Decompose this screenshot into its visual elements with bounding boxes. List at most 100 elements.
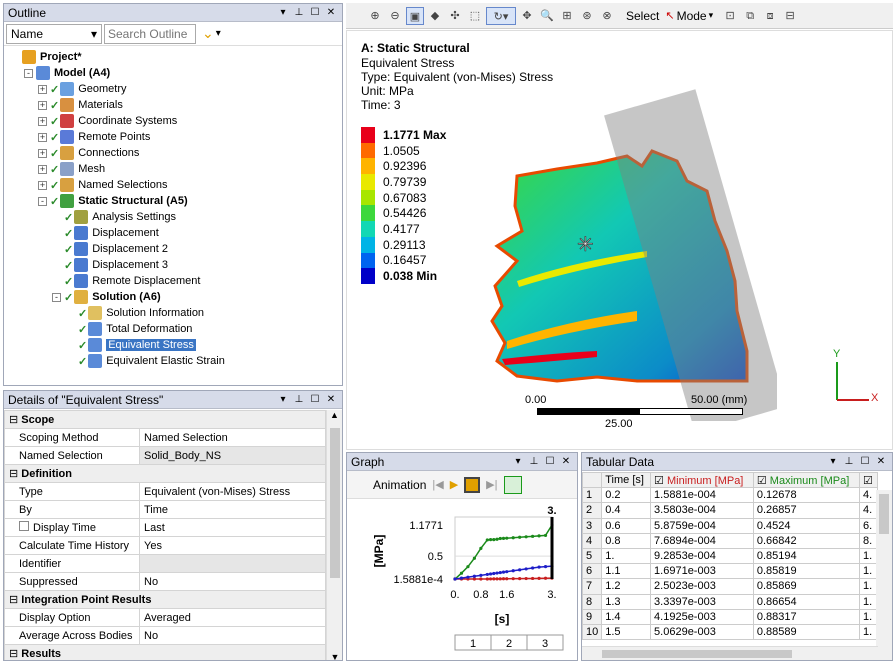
tree-node[interactable]: ✓ Remote Displacement	[52, 273, 200, 289]
details-row[interactable]: Calculate Time History Yes	[4, 536, 326, 555]
column-header[interactable]: ☑ Maximum [MPa]	[752, 471, 860, 489]
column-header[interactable]: ☑ Minimum [MPa]	[650, 471, 754, 489]
details-row[interactable]: By Time	[4, 500, 326, 519]
details-row[interactable]: Type Equivalent (von-Mises) Stress	[4, 482, 326, 501]
details-row[interactable]: Average Across Bodies No	[4, 626, 326, 645]
section-header[interactable]: ⊟ Scope	[4, 410, 326, 429]
details-row[interactable]: Scoping Method Named Selection	[4, 428, 326, 447]
box-select-icon[interactable]: ⬚	[469, 9, 481, 22]
clear-icon[interactable]: ⊟	[785, 9, 795, 22]
tree-node[interactable]: ✓ Analysis Settings	[52, 209, 176, 225]
table-row[interactable]: 4 0.8 7.6894e-004 0.66842 8.	[582, 532, 879, 549]
collapse-icon[interactable]: -	[24, 68, 33, 78]
collapse-icon[interactable]: -	[52, 292, 61, 302]
tree-node[interactable]: + ✓ Connections	[38, 145, 139, 161]
property-value[interactable]: Time	[139, 500, 326, 519]
maximize-icon[interactable]: ☐	[545, 455, 555, 467]
table-row[interactable]: 5 1. 9.2853e-004 0.85194 1.	[582, 547, 879, 565]
body-select-icon[interactable]: ▣	[406, 6, 424, 25]
details-row[interactable]: Display Time Last	[4, 518, 326, 537]
filter-type-select[interactable]: Name ▾	[6, 23, 102, 44]
model-geometry[interactable]: ✳	[477, 81, 777, 421]
zoom-in-icon[interactable]: ⊕	[370, 9, 380, 22]
tree-node[interactable]: ✓ Displacement 2	[52, 241, 168, 257]
column-checkbox[interactable]: ☑	[756, 474, 770, 487]
expand-icon[interactable]: +	[38, 83, 47, 94]
expand-icon[interactable]: +	[38, 99, 47, 110]
zoom-fit-icon[interactable]: ⊛	[582, 9, 592, 22]
tree-node[interactable]: ✓ Displacement 3	[52, 257, 168, 273]
next-frame-icon[interactable]: ▶|	[486, 479, 498, 491]
tree-node[interactable]: ✓ Total Deformation	[66, 321, 192, 337]
zoom-box-icon[interactable]: ⊞	[562, 9, 572, 22]
details-row[interactable]: Identifier	[4, 554, 326, 573]
frame-label[interactable]: 1	[470, 638, 476, 650]
dropdown-icon[interactable]: ▾	[280, 6, 286, 18]
close-icon[interactable]: ✕	[561, 455, 571, 467]
property-value[interactable]	[139, 554, 326, 573]
frame-cell[interactable]	[526, 634, 564, 651]
stop-icon[interactable]	[464, 476, 481, 493]
expand-icon[interactable]: +	[38, 115, 47, 126]
table-row[interactable]: 9 1.4 4.1925e-003 0.88317 1.	[582, 608, 879, 625]
column-header[interactable]: ☑	[858, 471, 879, 489]
tree-node[interactable]: + ✓ Remote Points	[38, 129, 150, 145]
tabular-hscroll[interactable]	[582, 646, 878, 660]
collapse-icon[interactable]: ⊟	[9, 468, 22, 480]
collapse-icon[interactable]: ⊟	[9, 594, 22, 606]
column-header[interactable]: Time [s]	[601, 471, 652, 489]
zoom-out-icon[interactable]: ⊖	[390, 9, 400, 22]
table-row[interactable]: 1 0.2 1.5881e-004 0.12678 4.	[582, 487, 879, 504]
property-value[interactable]: Averaged	[139, 608, 326, 627]
column-checkbox[interactable]: ☑	[654, 474, 667, 487]
tree-node[interactable]: - ✓ Static Structural (A5)	[38, 193, 188, 209]
dropdown-icon[interactable]: ▾	[830, 455, 836, 467]
pin-icon[interactable]: ⊥	[294, 393, 304, 405]
mode-dropdown-icon[interactable]: ▾	[708, 10, 714, 20]
collapse-icon[interactable]: ⊟	[9, 648, 22, 660]
maximize-icon[interactable]: ☐	[860, 455, 870, 467]
zoom-icon[interactable]: 🔍	[540, 9, 554, 22]
details-row[interactable]: Named Selection Solid_Body_NS	[4, 446, 326, 465]
close-icon[interactable]: ✕	[326, 6, 336, 18]
mode-button[interactable]: Mode	[676, 8, 707, 23]
details-row[interactable]: ⊟ Definition	[4, 464, 326, 483]
collapse-icon[interactable]: ⊟	[9, 414, 22, 426]
face-select-icon[interactable]: ◆	[430, 9, 440, 22]
property-value[interactable]: Named Selection	[139, 428, 326, 447]
distributed-icon[interactable]	[503, 475, 522, 494]
pin-icon[interactable]: ⊥	[844, 455, 854, 467]
filter-dropdown-icon[interactable]: ▾	[215, 28, 221, 39]
checkbox[interactable]	[19, 521, 29, 531]
details-scrollbar[interactable]: ▲ ▼	[326, 410, 342, 660]
table-row[interactable]: 8 1.3 3.3397e-003 0.86654 1.	[582, 593, 879, 610]
scroll-up-icon[interactable]: ▲	[330, 410, 339, 420]
property-value[interactable]: No	[139, 572, 326, 591]
tree-node[interactable]: - Model (A4)	[24, 65, 110, 81]
search-outline-input[interactable]	[104, 23, 196, 44]
copy-icon[interactable]: ⧉	[746, 9, 755, 22]
details-row[interactable]: ⊟ Results	[4, 644, 326, 660]
mode-button-icon[interactable]: ↖	[665, 10, 675, 22]
paste-icon[interactable]: ⧈	[766, 9, 774, 22]
tree-node[interactable]: ✓ Equivalent Elastic Strain	[66, 353, 225, 369]
details-row[interactable]: ⊟ Integration Point Results	[4, 590, 326, 609]
expand-icon[interactable]: +	[38, 179, 47, 190]
scroll-thumb[interactable]	[602, 650, 792, 658]
graphics-viewport[interactable]: A: Static Structural Equivalent Stress Ty…	[346, 30, 893, 450]
expand-icon[interactable]: +	[38, 131, 47, 142]
frame-label[interactable]: 2	[506, 638, 512, 650]
maximize-icon[interactable]: ☐	[310, 393, 320, 405]
edge-select-icon[interactable]: ✣	[450, 9, 460, 22]
pan-icon[interactable]: ✥	[522, 9, 532, 22]
table-row[interactable]: 3 0.6 5.8759e-004 0.4524 6.	[582, 517, 879, 534]
tree-node[interactable]: - ✓ Solution (A6)	[52, 289, 161, 305]
tree-node[interactable]: + ✓ Coordinate Systems	[38, 113, 177, 129]
table-row[interactable]: 6 1.1 1.6971e-003 0.85819 1.	[582, 563, 879, 580]
dropdown-icon[interactable]: ▾	[515, 455, 521, 467]
pin-icon[interactable]: ⊥	[294, 6, 304, 18]
expand-icon[interactable]: +	[38, 147, 47, 158]
tree-node[interactable]: + ✓ Named Selections	[38, 177, 168, 193]
section-header[interactable]: ⊟ Integration Point Results	[4, 590, 326, 609]
dropdown-icon[interactable]: ▾	[280, 393, 286, 405]
